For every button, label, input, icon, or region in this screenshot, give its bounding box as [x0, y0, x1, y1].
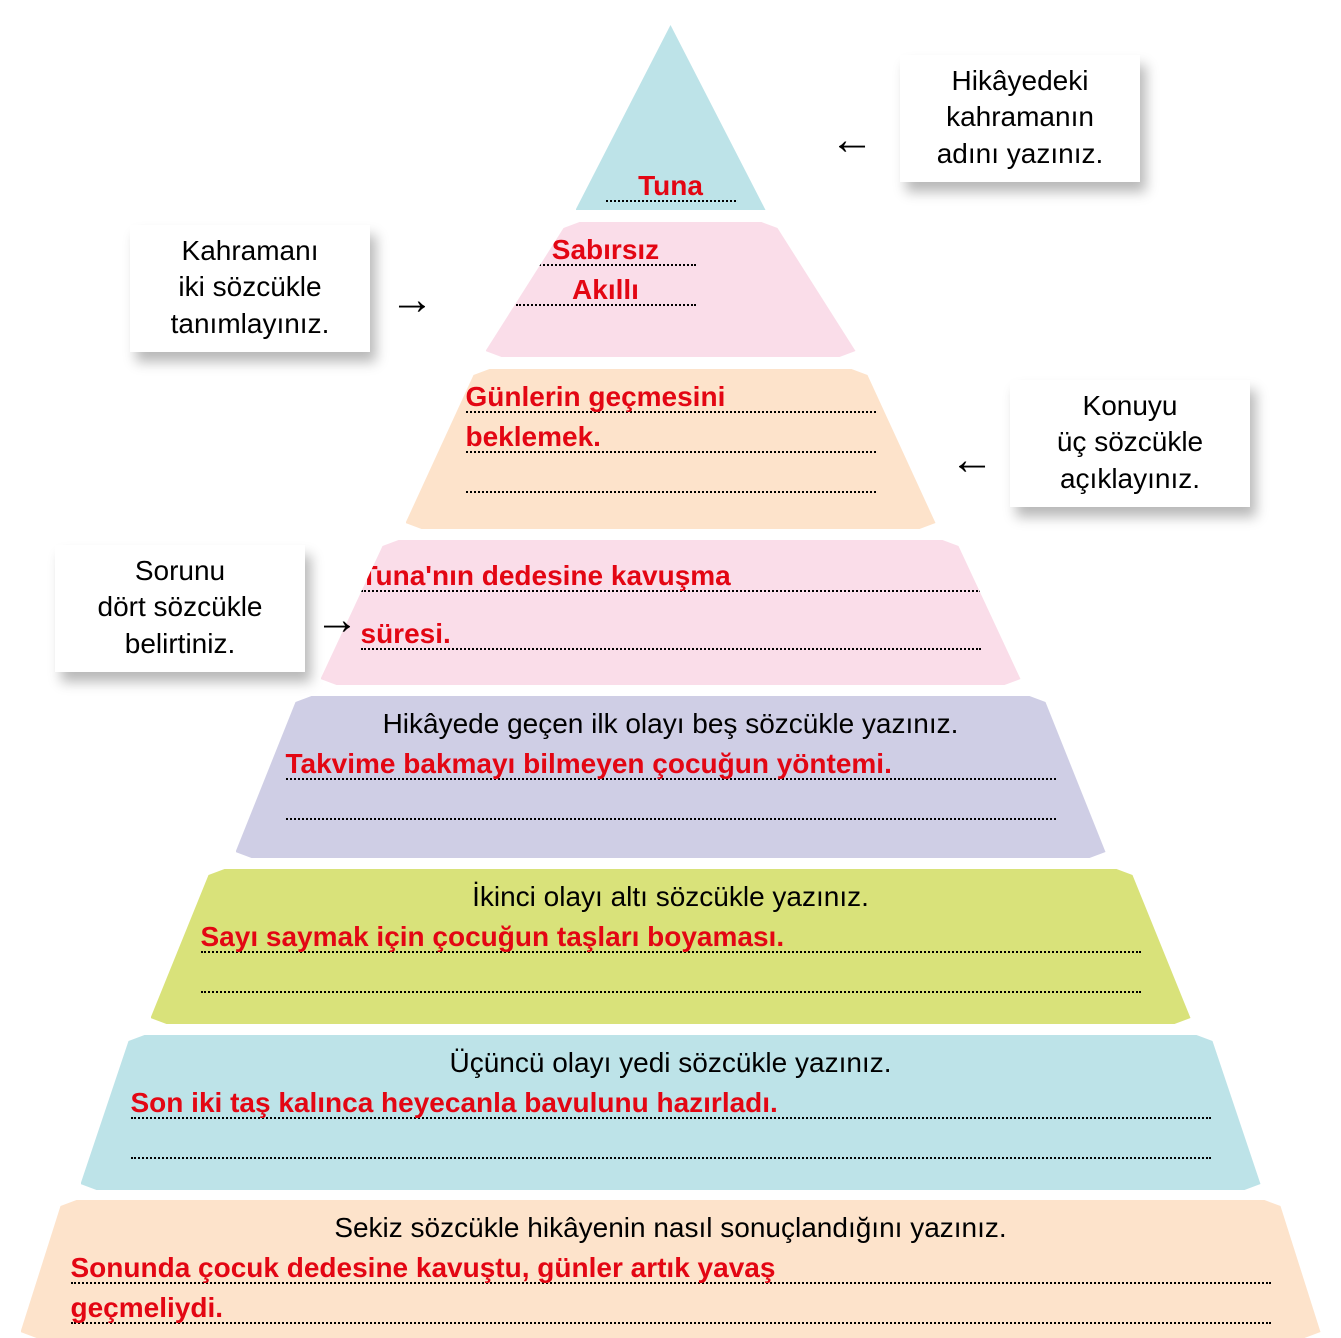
arrow-icon: → [315, 595, 359, 645]
answer-line [466, 459, 876, 493]
callout-text: Kahramanı [144, 233, 356, 269]
answer-line: Akıllı [516, 272, 696, 306]
answer-line: Sayı saymak için çocuğun taşları boyamas… [201, 919, 1141, 953]
pyramid-level-8: Sekiz sözcükle hikâyenin nasıl sonuçland… [21, 1200, 1321, 1338]
answer-text: Takvime bakmayı bilmeyen çocuğun yöntemi… [286, 749, 892, 778]
pyramid-level-2: Sabırsız Akıllı [486, 222, 856, 357]
answer-line: Tuna'nın dedesine kavuşma [361, 558, 981, 592]
callout-text: Konuyu [1024, 388, 1236, 424]
callout-text: dört sözcükle [69, 589, 291, 625]
callout-text: tanımlayınız. [144, 306, 356, 342]
callout-text: adını yazınız. [914, 136, 1126, 172]
answer-text: Son iki taş kalınca heyecanla bavulunu h… [131, 1088, 778, 1117]
answer-line: Tuna [606, 172, 736, 202]
answer-text: Tuna'nın dedesine kavuşma [361, 561, 731, 590]
answer-text: Günlerin geçmesini [466, 382, 726, 411]
answer-line: Takvime bakmayı bilmeyen çocuğun yöntemi… [286, 746, 1056, 780]
answer-line [286, 786, 1056, 820]
callout-c4: Sorunudört sözcüklebelirtiniz. [55, 545, 305, 672]
callout-text: belirtiniz. [69, 626, 291, 662]
callout-text: iki sözcükle [144, 269, 356, 305]
answer-line [201, 959, 1141, 993]
answer-text: Sabırsız [552, 235, 659, 264]
callout-text: üç sözcükle [1024, 424, 1236, 460]
pyramid-diagram: Tuna Sabırsız Akıllı Günlerin geçmesini bekl… [0, 0, 1341, 1338]
answer-line: süresi. [361, 616, 981, 650]
callout-c3: Konuyuüç sözcükleaçıklayınız. [1010, 380, 1250, 507]
answer-line: Günlerin geçmesini [466, 379, 876, 413]
answer-line [131, 1125, 1211, 1159]
answer-line: Sabırsız [516, 232, 696, 266]
level-prompt: İkinci olayı altı sözcükle yazınız. [181, 879, 1161, 915]
callout-text: açıklayınız. [1024, 461, 1236, 497]
level-prompt: Üçüncü olayı yedi sözcükle yazınız. [111, 1045, 1231, 1081]
callout-text: Hikâyedeki [914, 63, 1126, 99]
callout-text: kahramanın [914, 99, 1126, 135]
answer-text: Akıllı [572, 275, 639, 304]
answer-line: geçmeliydi. [71, 1290, 1271, 1324]
answer-text: süresi. [361, 619, 451, 648]
answer-text: geçmeliydi. [71, 1293, 224, 1322]
arrow-icon: ← [950, 435, 994, 485]
pyramid-level-5: Hikâyede geçen ilk olayı beş sözcükle ya… [236, 696, 1106, 858]
callout-c1: Hikâyedekikahramanınadını yazınız. [900, 55, 1140, 182]
pyramid-level-3: Günlerin geçmesini beklemek. [406, 369, 936, 529]
answer-line: beklemek. [466, 419, 876, 453]
pyramid-level-7: Üçüncü olayı yedi sözcükle yazınız. Son i… [81, 1035, 1261, 1190]
arrow-icon: → [390, 275, 434, 325]
answer-line: Son iki taş kalınca heyecanla bavulunu h… [131, 1085, 1211, 1119]
arrow-icon: ← [830, 115, 874, 165]
callout-c2: Kahramanıiki sözcükletanımlayınız. [130, 225, 370, 352]
level-prompt: Sekiz sözcükle hikâyenin nasıl sonuçland… [51, 1210, 1291, 1246]
level-prompt: Hikâyede geçen ilk olayı beş sözcükle ya… [266, 706, 1076, 742]
callout-text: Sorunu [69, 553, 291, 589]
pyramid-level-4: Tuna'nın dedesine kavuşma süresi. [321, 540, 1021, 685]
pyramid-level-1: Tuna [576, 25, 766, 210]
answer-line: Sonunda çocuk dedesine kavuştu, günler a… [71, 1250, 1271, 1284]
pyramid-level-6: İkinci olayı altı sözcükle yazınız. Sayı … [151, 869, 1191, 1024]
answer-text: beklemek. [466, 422, 601, 451]
answer-text: Sonunda çocuk dedesine kavuştu, günler a… [71, 1253, 776, 1282]
answer-text: Sayı saymak için çocuğun taşları boyamas… [201, 922, 785, 951]
answer-text: Tuna [638, 171, 703, 200]
